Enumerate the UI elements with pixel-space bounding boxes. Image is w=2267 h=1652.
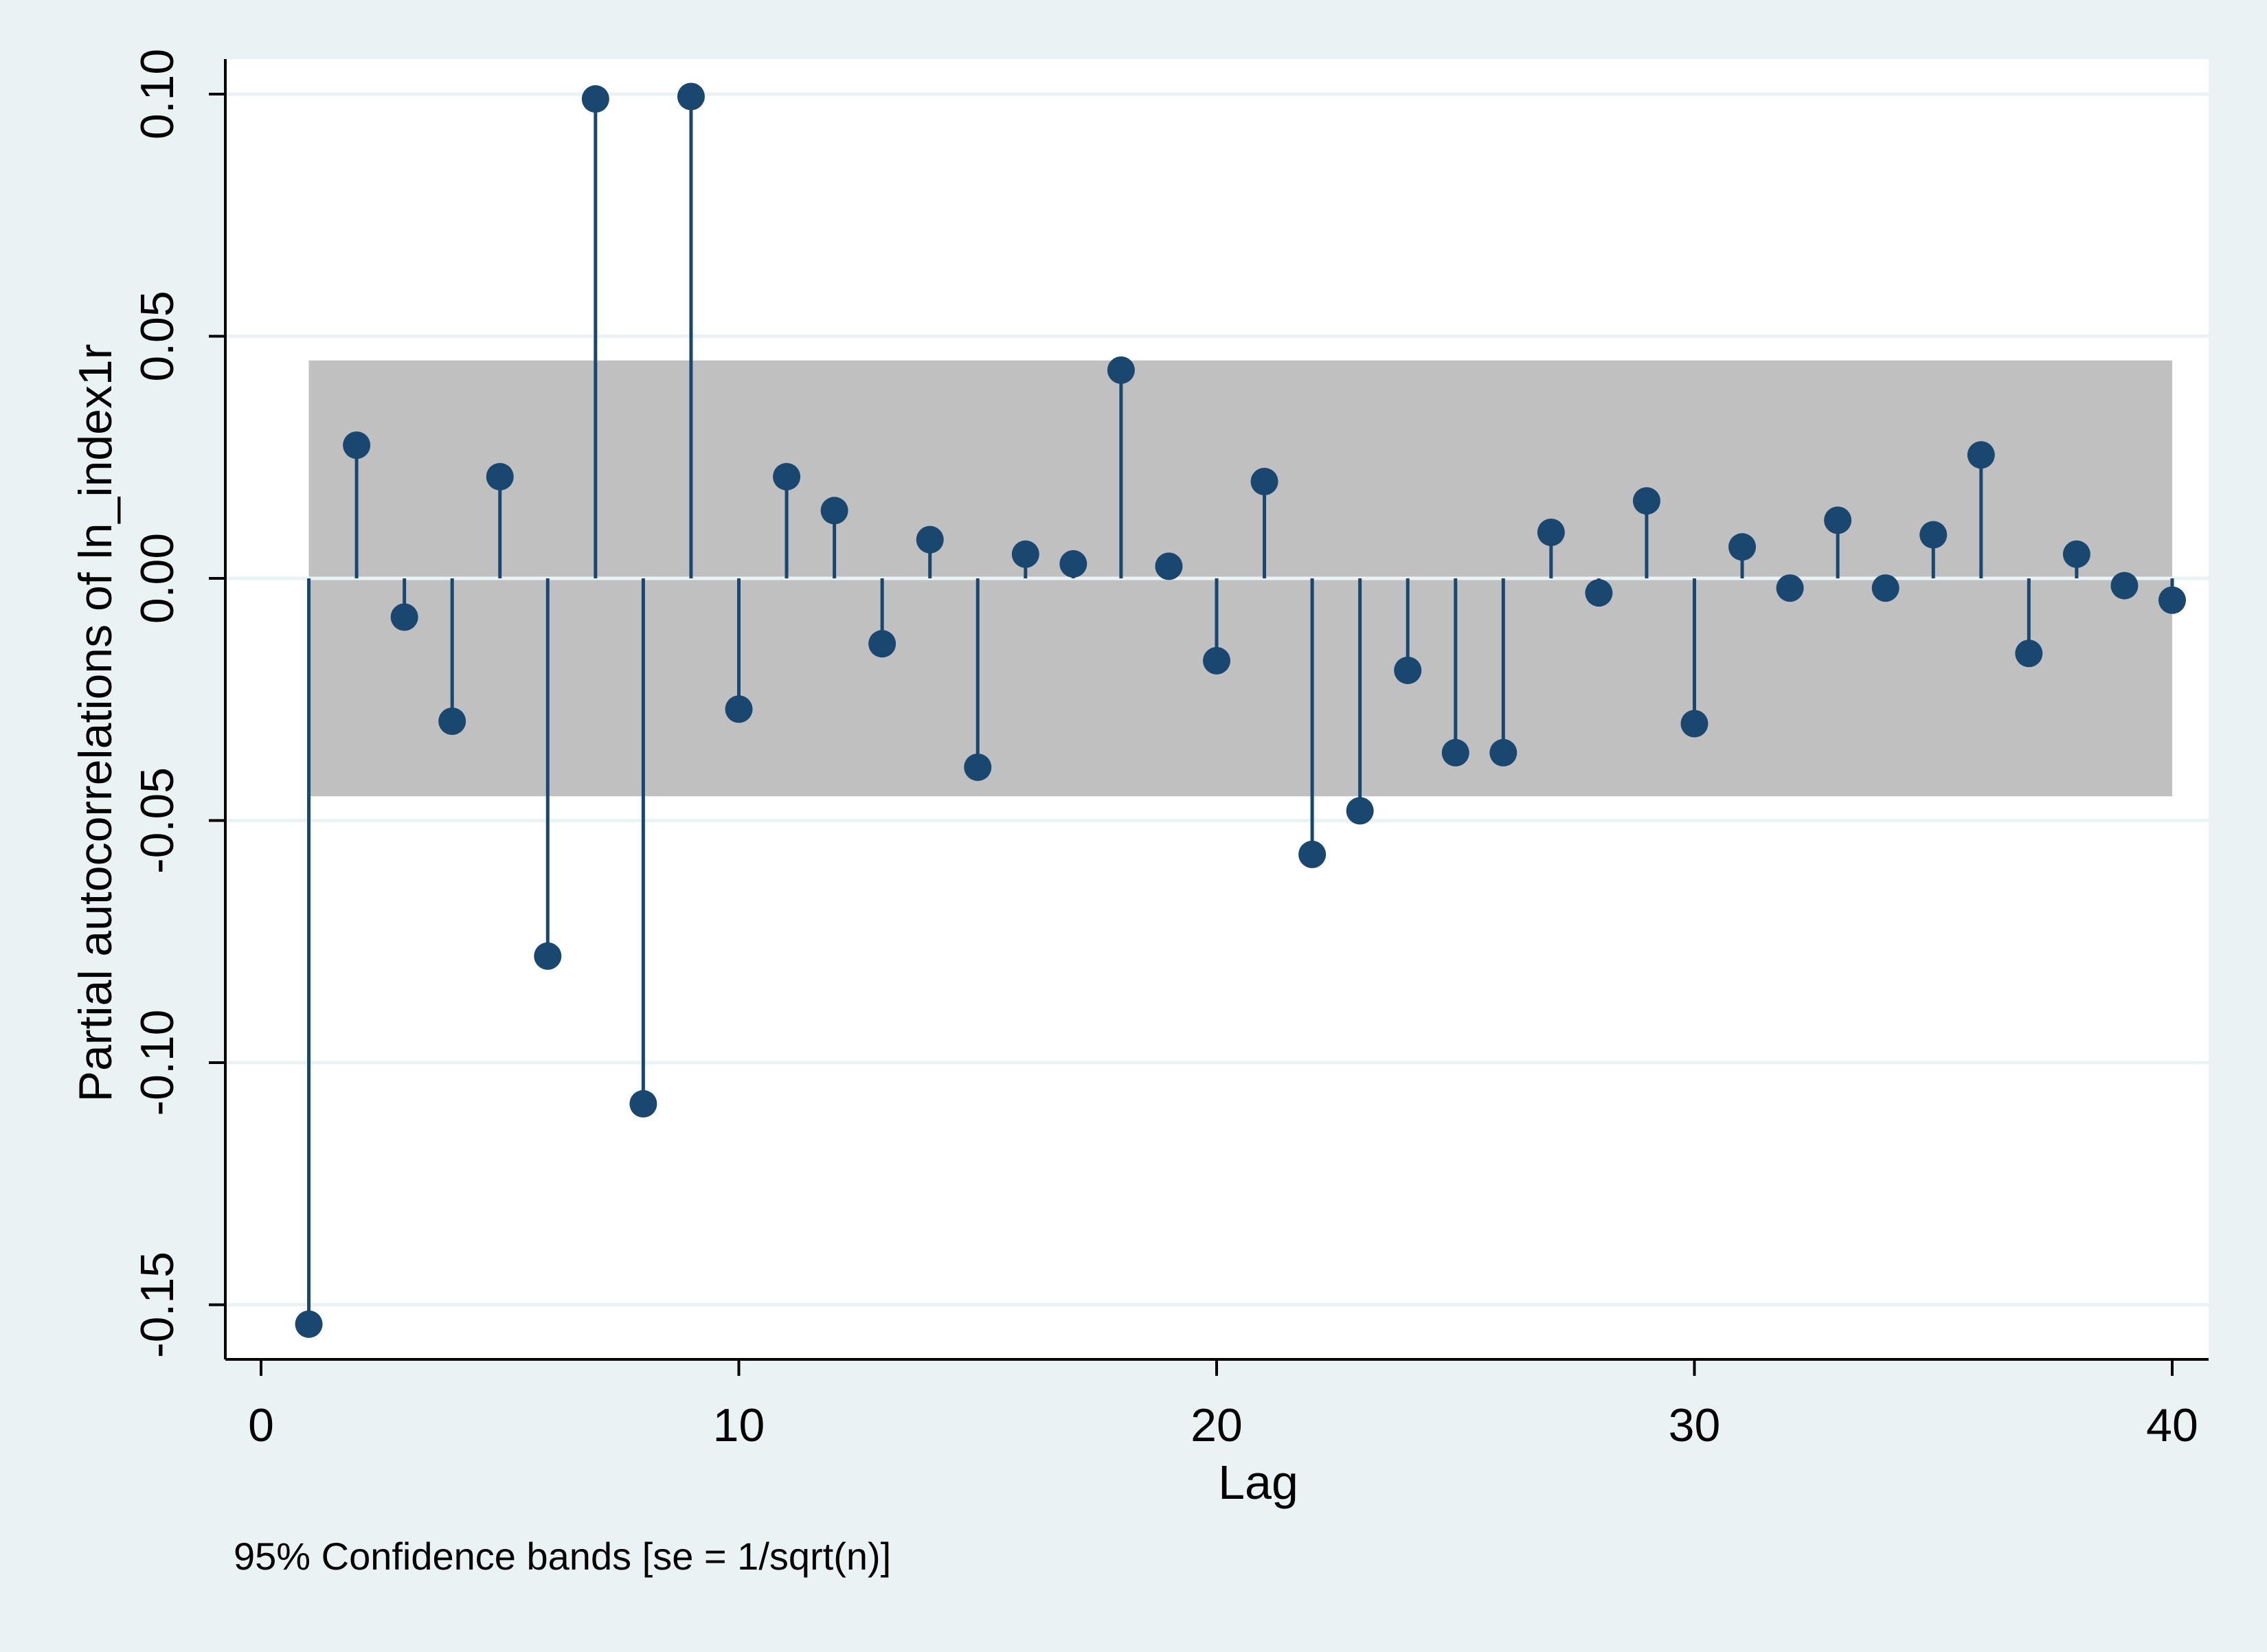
x-tick-label: 20 bbox=[1191, 1399, 1243, 1451]
point-lag-18 bbox=[1107, 356, 1135, 384]
x-tick-label: 0 bbox=[248, 1399, 274, 1451]
x-tick-label: 30 bbox=[1669, 1399, 1721, 1451]
point-lag-7 bbox=[581, 85, 609, 113]
point-lag-16 bbox=[1011, 540, 1039, 568]
point-lag-3 bbox=[390, 603, 418, 631]
point-lag-23 bbox=[1346, 797, 1374, 825]
point-lag-1 bbox=[295, 1310, 323, 1338]
point-lag-12 bbox=[820, 497, 848, 525]
point-lag-15 bbox=[964, 753, 992, 781]
point-lag-25 bbox=[1441, 738, 1469, 767]
point-lag-19 bbox=[1155, 552, 1183, 580]
y-tick-label: -0.15 bbox=[131, 1252, 183, 1358]
point-lag-34 bbox=[1871, 574, 1899, 602]
y-tick-label: -0.05 bbox=[131, 767, 183, 874]
point-lag-22 bbox=[1298, 840, 1327, 868]
point-lag-4 bbox=[438, 707, 466, 735]
point-lag-28 bbox=[1585, 579, 1613, 607]
y-tick-label: 0.05 bbox=[131, 291, 183, 381]
point-lag-17 bbox=[1059, 550, 1087, 578]
point-lag-29 bbox=[1632, 487, 1660, 515]
y-tick-label: 0.00 bbox=[131, 533, 183, 624]
point-lag-8 bbox=[629, 1089, 657, 1118]
point-lag-32 bbox=[1776, 574, 1804, 602]
y-tick-label: -0.10 bbox=[131, 1010, 183, 1116]
x-tick-label: 10 bbox=[713, 1399, 765, 1451]
point-lag-30 bbox=[1680, 710, 1708, 738]
point-lag-39 bbox=[2110, 572, 2139, 600]
y-axis-title: Partial autocorrelations of ln_index1r bbox=[69, 344, 122, 1102]
x-tick-label: 40 bbox=[2146, 1399, 2198, 1451]
point-lag-31 bbox=[1728, 533, 1757, 561]
point-lag-21 bbox=[1250, 468, 1278, 495]
point-lag-35 bbox=[1919, 521, 1948, 549]
point-lag-38 bbox=[2062, 540, 2090, 568]
point-lag-2 bbox=[343, 431, 371, 460]
y-tick-label: 0.10 bbox=[131, 49, 183, 139]
point-lag-6 bbox=[534, 942, 562, 970]
x-axis-title: Lag bbox=[1218, 1456, 1298, 1509]
point-lag-27 bbox=[1537, 519, 1565, 547]
point-lag-9 bbox=[677, 82, 705, 111]
point-lag-33 bbox=[1824, 506, 1852, 534]
chart-note: 95% Confidence bands [se = 1/sqrt(n)] bbox=[234, 1535, 891, 1578]
point-lag-26 bbox=[1489, 738, 1518, 767]
point-lag-24 bbox=[1394, 656, 1422, 684]
point-lag-10 bbox=[725, 695, 753, 723]
point-lag-11 bbox=[773, 462, 801, 490]
point-lag-20 bbox=[1203, 646, 1230, 675]
point-lag-37 bbox=[2015, 640, 2043, 668]
point-lag-5 bbox=[486, 462, 514, 490]
point-lag-14 bbox=[916, 525, 944, 554]
point-lag-13 bbox=[868, 630, 896, 658]
point-lag-40 bbox=[2158, 586, 2186, 614]
point-lag-36 bbox=[1967, 441, 1995, 469]
